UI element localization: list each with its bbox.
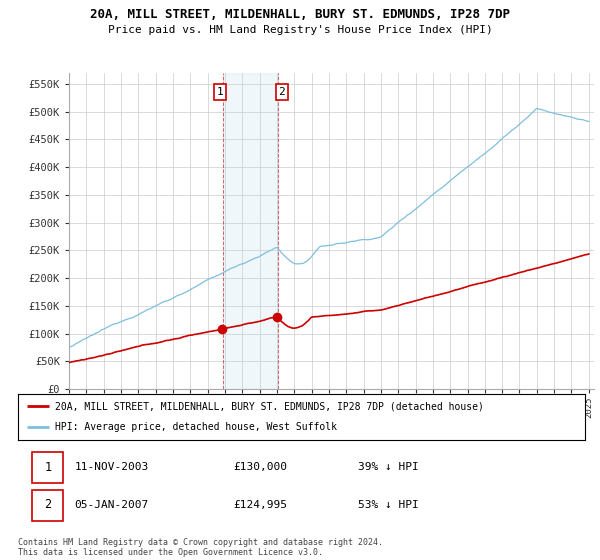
Text: 20A, MILL STREET, MILDENHALL, BURY ST. EDMUNDS, IP28 7DP: 20A, MILL STREET, MILDENHALL, BURY ST. E… (90, 8, 510, 21)
Text: 53% ↓ HPI: 53% ↓ HPI (358, 500, 419, 510)
Bar (223, 73, 278, 389)
Text: 05-JAN-2007: 05-JAN-2007 (75, 500, 149, 510)
Text: HPI: Average price, detached house, West Suffolk: HPI: Average price, detached house, West… (55, 422, 337, 432)
Text: 2: 2 (278, 87, 286, 97)
Text: Contains HM Land Registry data © Crown copyright and database right 2024.
This d: Contains HM Land Registry data © Crown c… (18, 538, 383, 557)
Text: Price paid vs. HM Land Registry's House Price Index (HPI): Price paid vs. HM Land Registry's House … (107, 25, 493, 35)
Text: 20A, MILL STREET, MILDENHALL, BURY ST. EDMUNDS, IP28 7DP (detached house): 20A, MILL STREET, MILDENHALL, BURY ST. E… (55, 401, 484, 411)
Text: £124,995: £124,995 (233, 500, 287, 510)
Text: 39% ↓ HPI: 39% ↓ HPI (358, 462, 419, 472)
Text: 2: 2 (44, 498, 52, 511)
Text: 11-NOV-2003: 11-NOV-2003 (75, 462, 149, 472)
Text: £130,000: £130,000 (233, 462, 287, 472)
FancyBboxPatch shape (32, 452, 64, 483)
FancyBboxPatch shape (32, 489, 64, 521)
Text: 1: 1 (217, 87, 224, 97)
Text: 1: 1 (44, 460, 52, 474)
